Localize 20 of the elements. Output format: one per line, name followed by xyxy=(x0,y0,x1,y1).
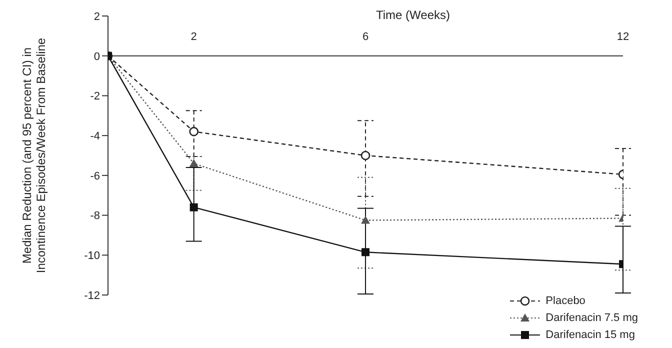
x-tick-label: 6 xyxy=(362,30,369,43)
y-tick-label: -4 xyxy=(90,130,100,142)
point xyxy=(189,158,198,167)
legend-label: Darifenacin 7.5 mg xyxy=(546,312,638,324)
y-tick-label: -2 xyxy=(90,90,100,103)
y-tick-label: -6 xyxy=(90,170,100,182)
x-tick-label: 12 xyxy=(616,30,630,43)
y-tick-label: -12 xyxy=(84,290,100,302)
y-tick-label: 2 xyxy=(94,10,100,23)
x-axis-title: Time (Weeks) xyxy=(376,8,450,22)
y-axis-title: Median Reduction (and 95 percent CI) in Incontinence Episodes/Week From Baseline xyxy=(20,38,48,274)
point xyxy=(360,150,370,160)
legend-label: Darifenacin 15 mg xyxy=(546,328,635,340)
x-tick-label: 2 xyxy=(190,30,197,43)
y-tick-label: -10 xyxy=(84,250,100,262)
point xyxy=(361,216,370,224)
legend-label: Placebo xyxy=(546,294,586,306)
point xyxy=(189,126,198,136)
y-tick-label: 0 xyxy=(94,50,100,63)
y-tick-label: -8 xyxy=(90,210,100,222)
